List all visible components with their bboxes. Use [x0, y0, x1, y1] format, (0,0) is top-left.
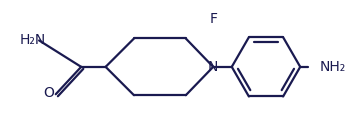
Text: O: O — [44, 86, 54, 100]
Text: H₂N: H₂N — [20, 33, 46, 47]
Text: F: F — [209, 12, 217, 26]
Text: NH₂: NH₂ — [319, 60, 346, 74]
Text: N: N — [208, 60, 218, 74]
